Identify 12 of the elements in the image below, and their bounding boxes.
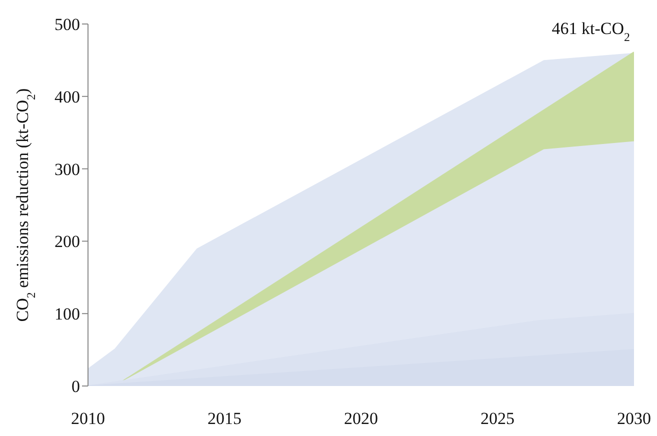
y-tick-label: 200 xyxy=(54,232,80,252)
y-tick-label: 300 xyxy=(54,160,80,179)
x-tick-label: 2025 xyxy=(480,409,514,428)
x-tick-label: 2015 xyxy=(208,409,242,428)
x-tick-label: 2010 xyxy=(71,409,105,428)
y-tick-label: 400 xyxy=(54,87,80,106)
x-tick-label: 2020 xyxy=(344,409,378,428)
y-tick-label: 500 xyxy=(54,15,80,34)
y-tick-label: 100 xyxy=(54,304,80,324)
y-tick-label: 0 xyxy=(72,377,80,396)
annotation: 461 kt-CO$_{2}$ xyxy=(552,19,630,44)
x-tick-label: 2030 xyxy=(617,409,651,428)
